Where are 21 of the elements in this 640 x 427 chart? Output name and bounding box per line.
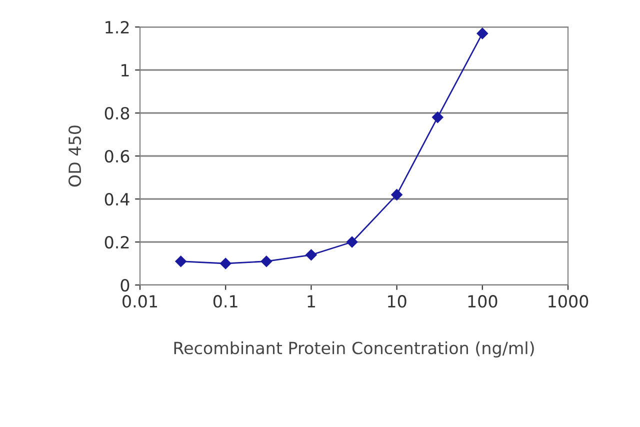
y-tick-label: 0.2 [104,236,129,249]
point [175,256,186,267]
y-tick-label: 0.8 [104,106,130,120]
x-tick-label: 0.1 [213,295,238,308]
y-tick-label: 1 [122,64,129,76]
x-tick-label: 10 [388,295,406,308]
x-tick-label: 100 [468,295,498,308]
y-tick-label: 0.6 [104,150,130,163]
point [391,189,402,200]
x-axis-title: Recombinant Protein Concentration (ng/ml) [174,341,534,358]
y-tick-label: 1.2 [106,20,129,34]
y-tick-label: 0 [120,278,130,292]
point [260,256,272,267]
y-axis-title: OD 450 [68,126,82,187]
x-tick-label: 0.01 [122,295,158,308]
point [476,28,488,40]
x-tick-label: 1 [308,295,315,308]
y-tick-label: 0.4 [104,192,130,206]
point [346,236,358,248]
x-tick-label: 1000 [548,295,588,308]
point [306,249,317,261]
